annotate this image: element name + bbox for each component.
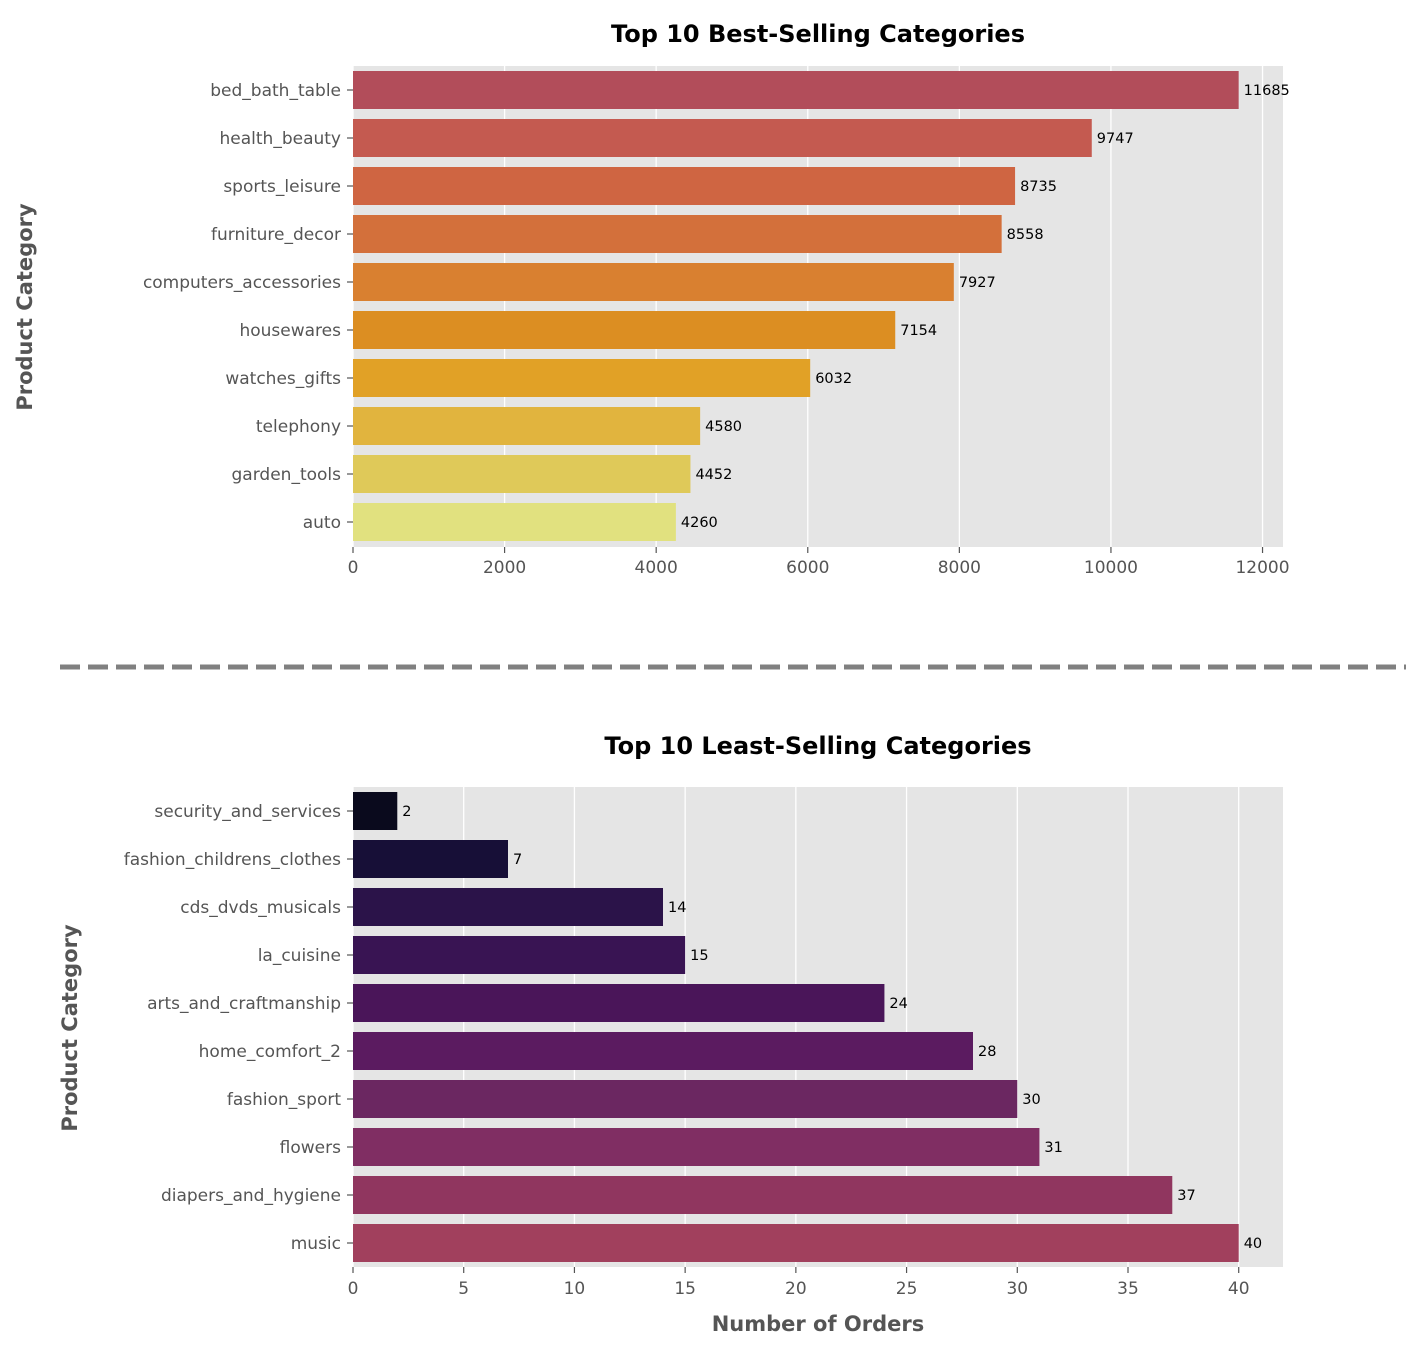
data-label: 7 xyxy=(513,852,522,868)
data-label: 14 xyxy=(668,900,686,916)
data-label: 8558 xyxy=(1007,227,1044,243)
x-tick-label: 15 xyxy=(674,1279,696,1299)
y-tick-label: furniture_decor xyxy=(211,225,341,245)
x-tick-label: 2000 xyxy=(483,558,526,578)
data-label: 28 xyxy=(978,1044,996,1060)
x-tick-label: 30 xyxy=(1006,1279,1028,1299)
bar xyxy=(353,263,954,301)
bar xyxy=(353,1128,1040,1166)
data-label: 2 xyxy=(402,804,411,820)
y-tick-label: arts_and_craftmanship xyxy=(147,994,341,1014)
bar xyxy=(353,792,398,830)
y-tick-label: bed_bath_table xyxy=(210,81,341,101)
x-axis-label: Number of Orders xyxy=(712,1312,925,1336)
data-label: 31 xyxy=(1044,1140,1062,1156)
y-tick-label: cds_dvds_musicals xyxy=(180,898,341,918)
data-label: 30 xyxy=(1022,1092,1040,1108)
y-tick-label: flowers xyxy=(280,1138,341,1158)
y-tick-label: auto xyxy=(303,513,341,533)
x-tick-label: 40 xyxy=(1228,1279,1250,1299)
bar xyxy=(353,1032,973,1070)
least-selling-chart: Top 10 Least-Selling Categories Product … xyxy=(58,732,1283,1336)
data-label: 4260 xyxy=(681,515,718,531)
x-tick-label: 4000 xyxy=(635,558,678,578)
x-tick-label: 10000 xyxy=(1084,558,1138,578)
x-tick-label: 25 xyxy=(896,1279,918,1299)
y-tick-label: security_and_services xyxy=(154,802,341,822)
chart-title: Top 10 Least-Selling Categories xyxy=(604,732,1031,760)
bar xyxy=(353,840,508,878)
data-label: 4452 xyxy=(695,467,732,483)
bar xyxy=(353,407,701,445)
y-tick-label: housewares xyxy=(239,321,341,341)
bar xyxy=(353,1080,1018,1118)
data-label: 4580 xyxy=(705,419,742,435)
y-tick-label: fashion_childrens_clothes xyxy=(124,850,341,870)
data-label: 9747 xyxy=(1097,131,1134,147)
x-tick-label: 0 xyxy=(348,558,359,578)
bar xyxy=(353,1224,1239,1262)
bar xyxy=(353,455,691,493)
x-tick-label: 12000 xyxy=(1235,558,1289,578)
data-label: 7154 xyxy=(900,323,937,339)
data-label: 11685 xyxy=(1244,83,1290,99)
bar xyxy=(353,1176,1173,1214)
y-tick-label: health_beauty xyxy=(220,129,341,149)
bar xyxy=(353,359,811,397)
x-tick-label: 20 xyxy=(785,1279,807,1299)
data-label: 24 xyxy=(889,996,907,1012)
y-axis-label: Product Category xyxy=(58,924,82,1132)
x-tick-label: 35 xyxy=(1117,1279,1139,1299)
y-tick-label: fashion_sport xyxy=(227,1090,341,1110)
data-label: 40 xyxy=(1244,1236,1262,1252)
x-tick-label: 8000 xyxy=(938,558,981,578)
y-tick-label: diapers_and_hygiene xyxy=(161,1186,341,1206)
y-tick-label: la_cuisine xyxy=(258,946,341,966)
data-label: 7927 xyxy=(959,275,996,291)
data-label: 15 xyxy=(690,948,708,964)
best-selling-chart: Top 10 Best-Selling Categories Product C… xyxy=(13,20,1290,578)
y-tick-label: computers_accessories xyxy=(143,273,341,293)
x-tick-label: 0 xyxy=(348,1279,359,1299)
data-label: 37 xyxy=(1177,1188,1195,1204)
bar xyxy=(353,215,1002,253)
x-tick-label: 5 xyxy=(458,1279,469,1299)
bar xyxy=(353,503,676,541)
y-axis-label: Product Category xyxy=(13,203,37,411)
chart-title: Top 10 Best-Selling Categories xyxy=(611,20,1025,48)
x-tick-label: 10 xyxy=(564,1279,586,1299)
y-tick-label: music xyxy=(291,1234,341,1254)
bar xyxy=(353,71,1239,109)
data-label: 8735 xyxy=(1020,179,1057,195)
bar xyxy=(353,936,686,974)
y-tick-label: watches_gifts xyxy=(225,369,341,389)
y-tick-label: garden_tools xyxy=(232,465,342,485)
bar xyxy=(353,984,885,1022)
bar xyxy=(353,167,1016,205)
y-tick-label: home_comfort_2 xyxy=(199,1042,341,1062)
y-tick-label: sports_leisure xyxy=(223,177,341,197)
x-tick-label: 6000 xyxy=(786,558,829,578)
bar xyxy=(353,311,896,349)
y-tick-label: telephony xyxy=(256,417,341,437)
bar xyxy=(353,119,1092,157)
bar xyxy=(353,888,663,926)
data-label: 6032 xyxy=(815,371,852,387)
